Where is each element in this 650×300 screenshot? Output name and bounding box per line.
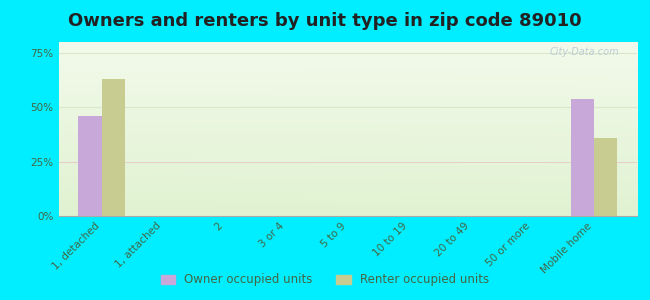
Text: City-Data.com: City-Data.com xyxy=(550,47,619,57)
Bar xyxy=(101,79,125,216)
Legend: Owner occupied units, Renter occupied units: Owner occupied units, Renter occupied un… xyxy=(156,269,494,291)
Text: Owners and renters by unit type in zip code 89010: Owners and renters by unit type in zip c… xyxy=(68,12,582,30)
Bar xyxy=(78,116,101,216)
Bar xyxy=(571,98,594,216)
Bar xyxy=(594,138,618,216)
